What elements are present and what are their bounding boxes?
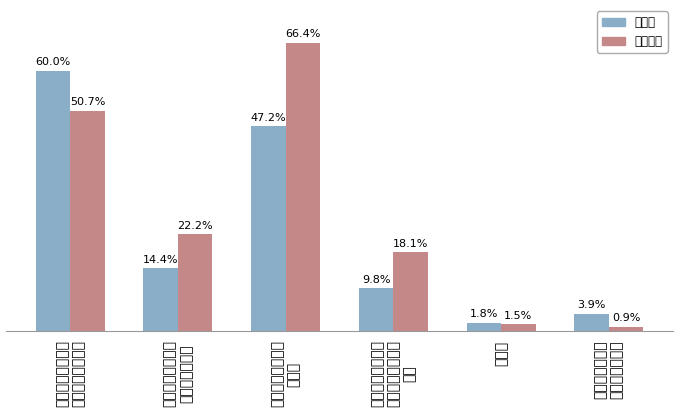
Bar	[359, 288, 393, 331]
Text: 14.4%: 14.4%	[143, 255, 179, 265]
Text: 3.9%: 3.9%	[577, 300, 606, 310]
Legend: 延滞者, 無延滞者: 延滞者, 無延滞者	[597, 12, 667, 53]
Bar	[574, 314, 609, 331]
Text: 0.9%: 0.9%	[612, 313, 640, 323]
Bar	[251, 126, 286, 331]
Text: 18.1%: 18.1%	[393, 239, 428, 249]
Bar	[393, 252, 428, 331]
Text: 22.2%: 22.2%	[177, 221, 213, 231]
Text: 47.2%: 47.2%	[251, 113, 287, 123]
Bar	[70, 111, 105, 331]
Text: 1.5%: 1.5%	[504, 311, 532, 321]
Text: 1.8%: 1.8%	[470, 309, 498, 319]
Bar	[143, 268, 178, 331]
Bar	[609, 327, 643, 331]
Text: 66.4%: 66.4%	[285, 29, 320, 39]
Bar	[501, 324, 536, 331]
Bar	[466, 323, 501, 331]
Text: 50.7%: 50.7%	[70, 97, 105, 107]
Bar	[286, 43, 320, 331]
Text: 60.0%: 60.0%	[35, 57, 71, 67]
Text: 9.8%: 9.8%	[362, 275, 390, 285]
Bar	[36, 71, 70, 331]
Bar	[178, 235, 213, 331]
